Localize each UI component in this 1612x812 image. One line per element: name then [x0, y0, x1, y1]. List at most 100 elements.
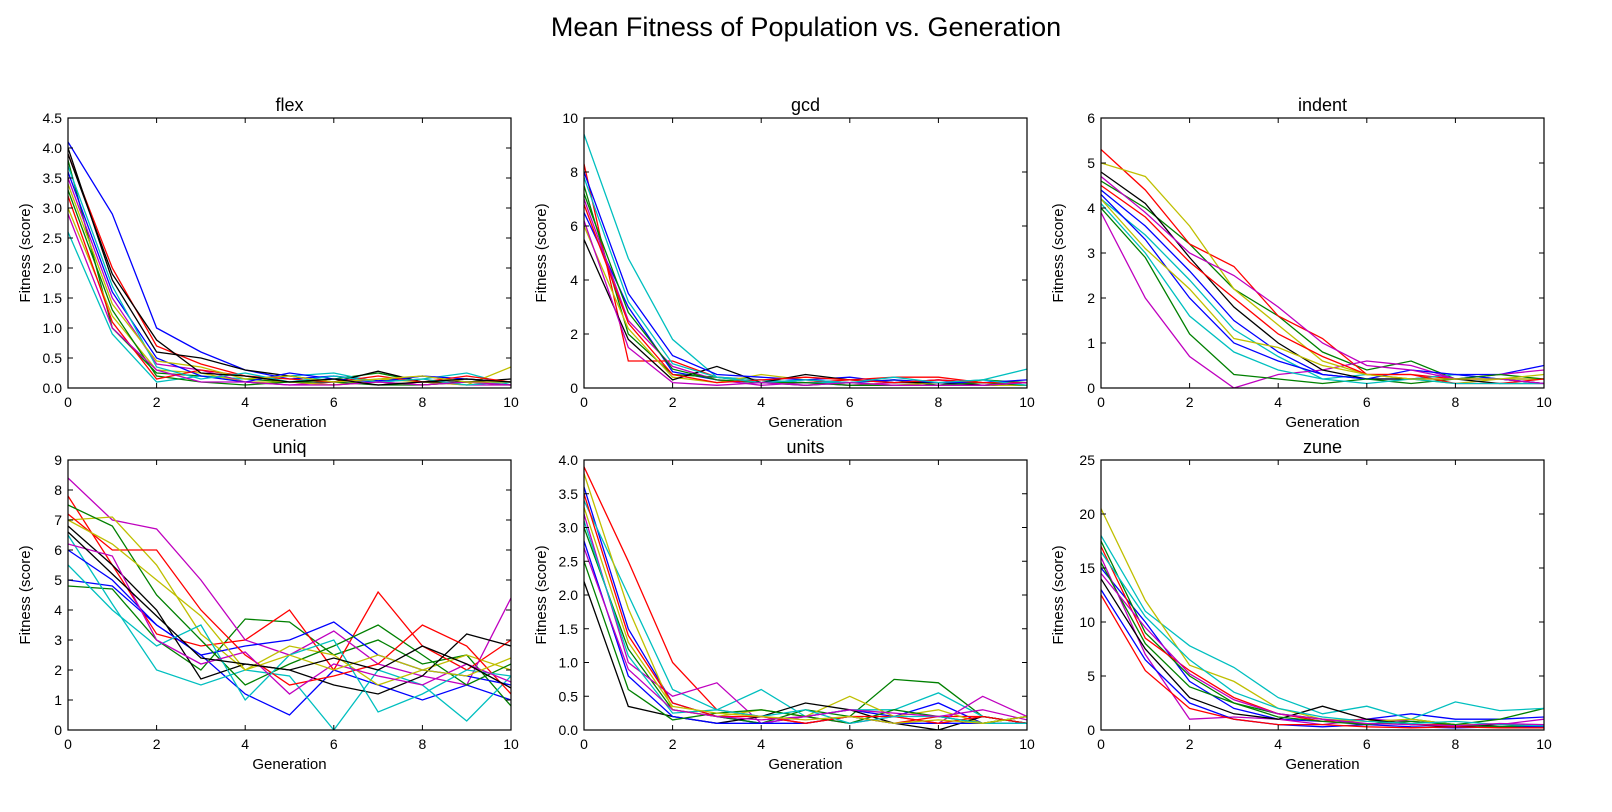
x-tick-label: 6 — [1363, 736, 1371, 752]
x-tick-label: 2 — [153, 394, 161, 410]
series-line — [584, 540, 1027, 724]
series-line — [1101, 572, 1544, 727]
x-axis-label: Generation — [252, 414, 326, 431]
series-line — [1101, 194, 1544, 385]
subplot-title: gcd — [791, 95, 820, 115]
x-axis-label: Generation — [252, 756, 326, 773]
y-tick-label: 0.0 — [43, 380, 63, 396]
series-line — [68, 519, 511, 677]
y-tick-label: 6 — [570, 218, 578, 234]
axes-frame — [1100, 117, 1545, 389]
subplot-title: zune — [1303, 437, 1342, 457]
x-tick-label: 4 — [1274, 736, 1282, 752]
series-line — [68, 183, 511, 383]
y-tick-label: 0.5 — [559, 688, 579, 704]
y-axis-label: Fitness (score) — [1050, 203, 1067, 302]
series-line — [584, 513, 1027, 724]
y-tick-label: 0 — [570, 380, 578, 396]
x-tick-label: 4 — [241, 394, 249, 410]
x-tick-label: 10 — [1536, 736, 1552, 752]
x-tick-label: 2 — [669, 736, 677, 752]
series-group — [1101, 508, 1544, 729]
series-line — [1101, 162, 1544, 385]
series-line — [68, 513, 511, 695]
x-tick-label: 0 — [64, 736, 72, 752]
y-tick-label: 15 — [1079, 560, 1095, 576]
series-line — [68, 171, 511, 383]
y-tick-label: 2 — [54, 662, 62, 678]
x-tick-label: 0 — [580, 736, 588, 752]
series-line — [584, 177, 1027, 386]
subplot-title: uniq — [272, 437, 306, 457]
subplot-grid: 0 2 4 6 8 100.00.51.01.52.02.53.03.54.04.5fle… — [17, 95, 1552, 773]
y-tick-label: 2 — [1087, 290, 1095, 306]
y-axis-label: Fitness (score) — [1050, 545, 1067, 644]
series-line — [584, 520, 1027, 724]
series-line — [68, 153, 511, 386]
y-tick-label: 7 — [54, 512, 62, 528]
series-group — [68, 477, 511, 730]
subplot-indent: 0 2 4 6 8 10 0 1 2 3 4 5 6 indent Generation Fitness (s… — [1050, 95, 1552, 431]
x-tick-label: 8 — [1452, 736, 1460, 752]
x-tick-label: 0 — [1097, 736, 1105, 752]
x-axis-label: Generation — [768, 756, 842, 773]
axes-frame — [67, 117, 512, 389]
subplot-title: flex — [275, 95, 303, 115]
subplot-title: indent — [1298, 95, 1347, 115]
series-group — [68, 141, 511, 386]
y-tick-label: 3.0 — [559, 520, 579, 536]
y-tick-label: 9 — [54, 452, 62, 468]
series-line — [584, 193, 1027, 386]
subplot-uniq: 0 2 4 6 8 10 0 1 2 3 4 5 6 7 8 9 uniq Generation Fitness (… — [17, 437, 519, 773]
y-tick-label: 2.0 — [43, 260, 63, 276]
x-tick-label: 2 — [669, 394, 677, 410]
series-line — [584, 198, 1027, 386]
axes-frame — [1100, 459, 1545, 731]
series-line — [68, 495, 511, 672]
x-tick-label: 2 — [1186, 736, 1194, 752]
series-line — [68, 177, 511, 386]
subplot-title: units — [786, 437, 824, 457]
y-tick-label: 25 — [1079, 452, 1095, 468]
series-line — [1101, 149, 1544, 380]
x-tick-label: 10 — [503, 736, 519, 752]
series-line — [1101, 589, 1544, 729]
y-tick-label: 1 — [54, 692, 62, 708]
x-tick-label: 10 — [1536, 394, 1552, 410]
x-tick-label: 10 — [1019, 394, 1035, 410]
x-tick-label: 2 — [153, 736, 161, 752]
x-tick-label: 8 — [1452, 394, 1460, 410]
y-tick-label: 10 — [562, 110, 578, 126]
series-line — [1101, 562, 1544, 728]
series-line — [68, 141, 511, 383]
y-tick-label: 4.5 — [43, 110, 63, 126]
y-tick-label: 0.0 — [559, 722, 579, 738]
y-tick-label: 1.5 — [559, 621, 579, 637]
x-tick-label: 8 — [935, 736, 943, 752]
series-line — [584, 220, 1027, 386]
axes-frame — [67, 459, 512, 731]
x-tick-label: 8 — [419, 394, 427, 410]
x-tick-label: 2 — [1186, 394, 1194, 410]
y-tick-label: 4 — [570, 272, 578, 288]
series-group — [1101, 149, 1544, 388]
series-line — [584, 185, 1027, 386]
y-tick-label: 3 — [54, 632, 62, 648]
x-tick-label: 4 — [757, 736, 765, 752]
series-line — [1101, 203, 1544, 385]
series-line — [1101, 198, 1544, 380]
series-line — [68, 165, 511, 386]
x-tick-label: 6 — [330, 394, 338, 410]
y-tick-label: 6 — [54, 542, 62, 558]
y-axis-label: Fitness (score) — [17, 203, 34, 302]
series-line — [68, 549, 511, 686]
series-line — [68, 585, 511, 707]
y-axis-label: Fitness (score) — [17, 545, 34, 644]
y-axis-label: Fitness (score) — [533, 203, 550, 302]
series-line — [1101, 535, 1544, 720]
y-axis-label: Fitness (score) — [533, 545, 550, 644]
y-tick-label: 5 — [1087, 668, 1095, 684]
series-line — [1101, 508, 1544, 726]
y-tick-label: 4.0 — [43, 140, 63, 156]
series-line — [68, 189, 511, 386]
